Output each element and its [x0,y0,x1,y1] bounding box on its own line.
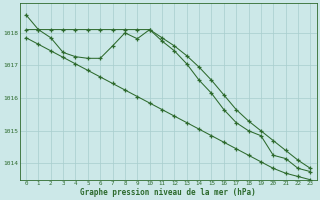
X-axis label: Graphe pression niveau de la mer (hPa): Graphe pression niveau de la mer (hPa) [80,188,256,197]
